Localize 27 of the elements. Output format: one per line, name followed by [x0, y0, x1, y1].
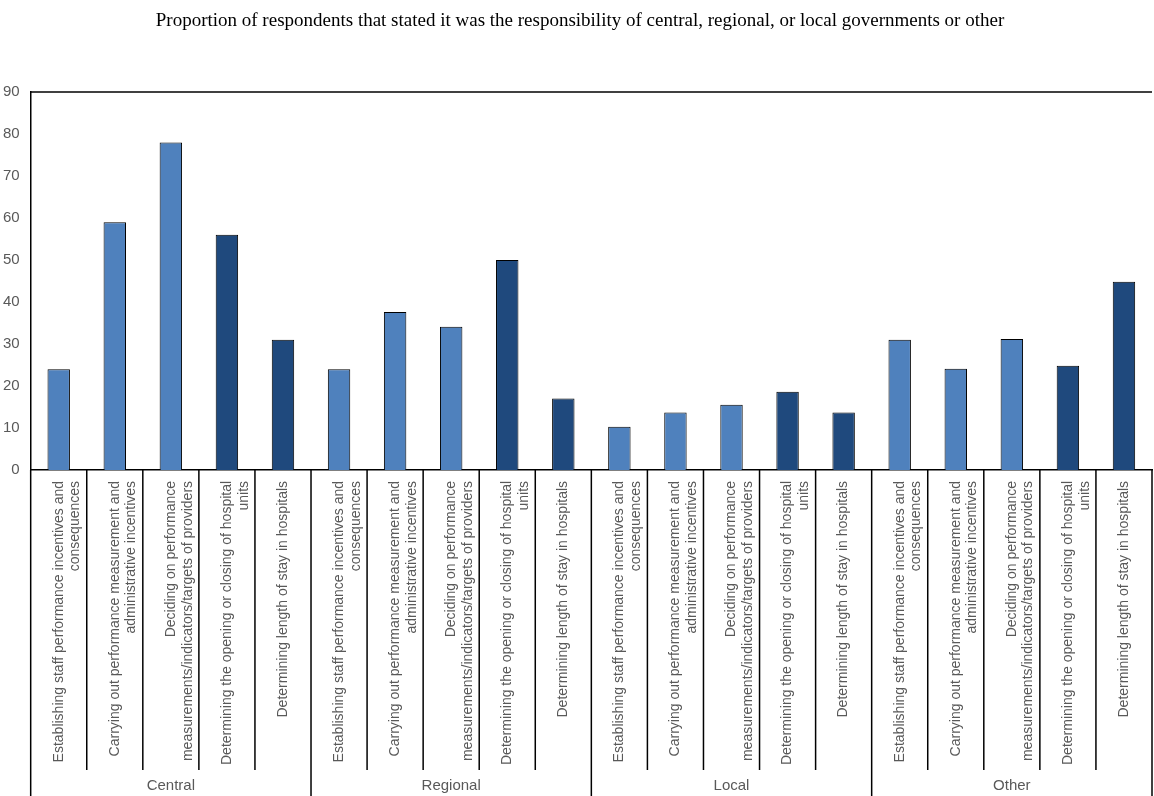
y-tick-label: 20 [3, 376, 20, 394]
text: Local [713, 776, 750, 794]
y-tick-label: 30 [3, 334, 20, 352]
y-tick-label: 10 [3, 418, 20, 436]
x-tick-label: Determining the opening or closing of hospital units [1058, 480, 1092, 765]
y-tick-label: 80 [3, 124, 20, 142]
x-tick-label: Determining length of stay in hospitals [273, 480, 290, 718]
x-tick-label: Determining the opening or closing of hospital units [778, 480, 812, 765]
y-tick-label: 0 [11, 460, 20, 478]
x-tick-label: Establishing staff performance incentives and consequences [329, 480, 363, 763]
y-tick-label: 50 [3, 250, 20, 268]
x-tick-label: Determining length of stay in hospitals [554, 480, 571, 718]
x-tick-label: Determining length of stay in hospitals [1114, 480, 1131, 718]
text: Central [146, 776, 196, 794]
x-tick-label: Establishing staff performance incentives and consequences [610, 480, 644, 763]
x-tick-label: Determining the opening or closing of hospital units [498, 480, 531, 765]
text: Regional [421, 776, 481, 794]
y-tick-label: 70 [3, 166, 20, 184]
x-tick-label: Determining length of stay in hospitals [834, 480, 851, 718]
chart-title: Proportion of respondents that stated it was the responsibility of central, regional, or local governments or other [154, 8, 1006, 31]
y-tick-label: 60 [3, 208, 20, 226]
text: Other [993, 776, 1031, 794]
y-tick-label: 90 [3, 82, 20, 100]
x-tick-label: Establishing staff performance incentives and consequences [890, 480, 924, 763]
x-tick-label: Determining the opening or closing of hospital units [217, 480, 251, 765]
x-tick-label: Establishing staff performance incentives and consequences [49, 480, 83, 763]
y-tick-label: 40 [3, 292, 20, 310]
